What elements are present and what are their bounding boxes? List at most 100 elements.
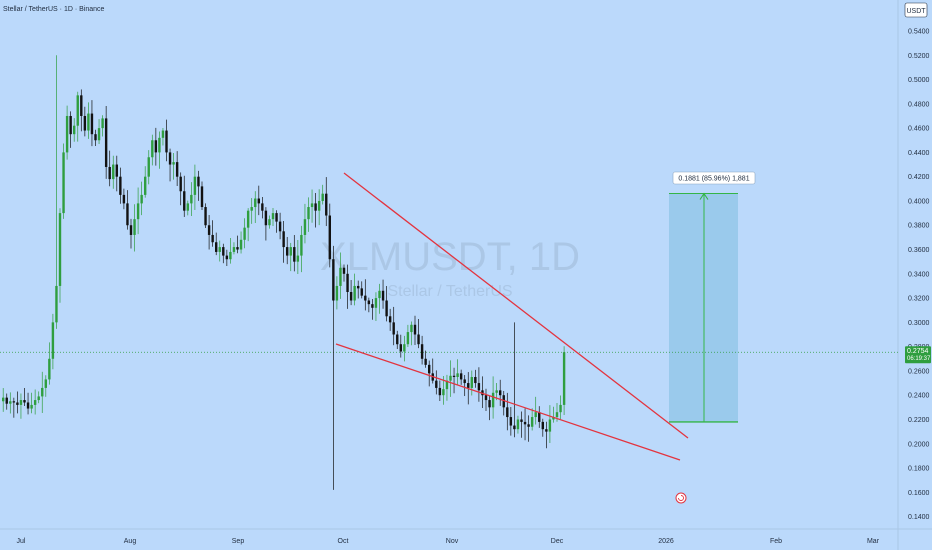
candle-body xyxy=(108,166,111,180)
candle-body xyxy=(23,400,26,403)
y-tick-label: 0.3200 xyxy=(908,296,930,303)
candle-body xyxy=(211,234,214,243)
candle-body xyxy=(548,419,552,432)
candle-body xyxy=(222,247,225,256)
candle-body xyxy=(428,364,431,374)
candle-body xyxy=(367,300,371,305)
candle-body xyxy=(90,113,94,135)
candle-body xyxy=(545,429,548,432)
candle-body xyxy=(33,400,37,405)
candle-body xyxy=(112,164,115,180)
candle-body xyxy=(435,380,438,388)
candle-body xyxy=(104,118,108,167)
candle-body xyxy=(378,290,381,299)
last-price-value: 0.2754 xyxy=(907,348,929,355)
candle-body xyxy=(41,387,44,397)
candle-body xyxy=(193,176,197,195)
candle-body xyxy=(37,396,40,401)
candle-body xyxy=(484,395,488,401)
candle-body xyxy=(310,203,314,208)
candle-body xyxy=(555,412,559,418)
candle-body xyxy=(172,162,175,165)
candle-body xyxy=(55,285,58,323)
candle-body xyxy=(154,140,158,153)
candle-body xyxy=(119,176,122,195)
candle-body xyxy=(509,417,513,426)
candle-body xyxy=(246,210,250,228)
target-projection[interactable] xyxy=(669,192,738,423)
candle-body xyxy=(197,176,200,187)
target-arrow-head xyxy=(699,192,709,200)
candle-body xyxy=(16,402,19,405)
candle-body xyxy=(179,176,182,192)
candle-body xyxy=(335,285,339,301)
candle-body xyxy=(502,395,505,408)
candle-body xyxy=(470,376,473,388)
candle-body xyxy=(65,115,69,153)
candle-body xyxy=(122,194,126,204)
candle-body xyxy=(268,219,271,226)
y-tick-label: 0.2400 xyxy=(908,393,930,400)
candle-body xyxy=(48,358,51,380)
candle-body xyxy=(293,247,296,262)
y-tick-label: 0.1800 xyxy=(908,466,930,473)
candle-body xyxy=(413,324,417,335)
candle-body xyxy=(19,400,23,405)
candle-body xyxy=(218,247,221,252)
candle-body xyxy=(5,397,8,404)
candle-body xyxy=(463,379,466,384)
y-tick-label: 0.5400 xyxy=(908,29,930,36)
candle-body xyxy=(562,352,566,405)
candle-body xyxy=(51,322,55,359)
candle-body xyxy=(296,255,300,262)
y-tick-label: 0.4600 xyxy=(908,126,930,133)
candle-body xyxy=(9,401,12,404)
candle-body xyxy=(438,387,442,396)
candle-body xyxy=(186,203,189,211)
candle-body xyxy=(477,383,481,391)
y-axis[interactable]: 0.5400 0.5200 0.5000 0.4800 0.4600 0.4400 0.42… xyxy=(908,29,930,522)
candle-body xyxy=(158,137,161,153)
candle-body xyxy=(144,176,147,195)
watermark-name: Stellar / TetherUS xyxy=(387,283,512,300)
watermark-symbol: XLMUSDT, 1D xyxy=(320,235,580,279)
candle-body xyxy=(420,344,424,359)
x-tick-label: Sep xyxy=(232,538,245,545)
symbol-title: Stellar / TetherUS · 1D · Binance xyxy=(3,6,105,13)
candle-body xyxy=(342,267,346,274)
candle-body xyxy=(229,251,232,260)
candle-body xyxy=(239,239,243,250)
candle-body xyxy=(147,157,150,177)
candle-body xyxy=(399,344,402,352)
falling-wedge-lower-line[interactable] xyxy=(335,343,681,461)
x-tick-label: Feb xyxy=(770,538,782,545)
candle-body xyxy=(236,247,239,250)
candle-body xyxy=(527,424,530,427)
candle-body xyxy=(459,373,463,380)
x-axis[interactable]: Jul Aug Sep Oct Nov Dec 2026 Feb Mar xyxy=(17,538,880,545)
falling-wedge-upper-line[interactable] xyxy=(343,172,689,439)
candle-body xyxy=(410,324,413,333)
y-tick-label: 0.2200 xyxy=(908,417,930,424)
candle-body xyxy=(452,375,456,377)
candle-body xyxy=(2,397,5,402)
candle-body xyxy=(115,164,118,177)
candle-body xyxy=(30,404,33,409)
event-marker-icon[interactable] xyxy=(675,492,687,504)
candle-body xyxy=(215,242,218,252)
candle-body xyxy=(243,227,246,240)
candle-body xyxy=(513,425,516,430)
y-tick-label: 0.3800 xyxy=(908,223,930,230)
candle-body xyxy=(488,400,491,408)
candle-body xyxy=(474,376,477,384)
y-tick-label: 0.4800 xyxy=(908,101,930,108)
candle-body xyxy=(495,390,498,393)
candle-body xyxy=(225,255,229,260)
candle-body xyxy=(374,298,378,308)
currency-badge[interactable]: USDT xyxy=(904,2,928,18)
measure-label: 0.1881 (85.96%) 1,881 xyxy=(678,176,749,183)
y-tick-label: 0.2600 xyxy=(908,368,930,375)
candle-body xyxy=(541,421,544,430)
